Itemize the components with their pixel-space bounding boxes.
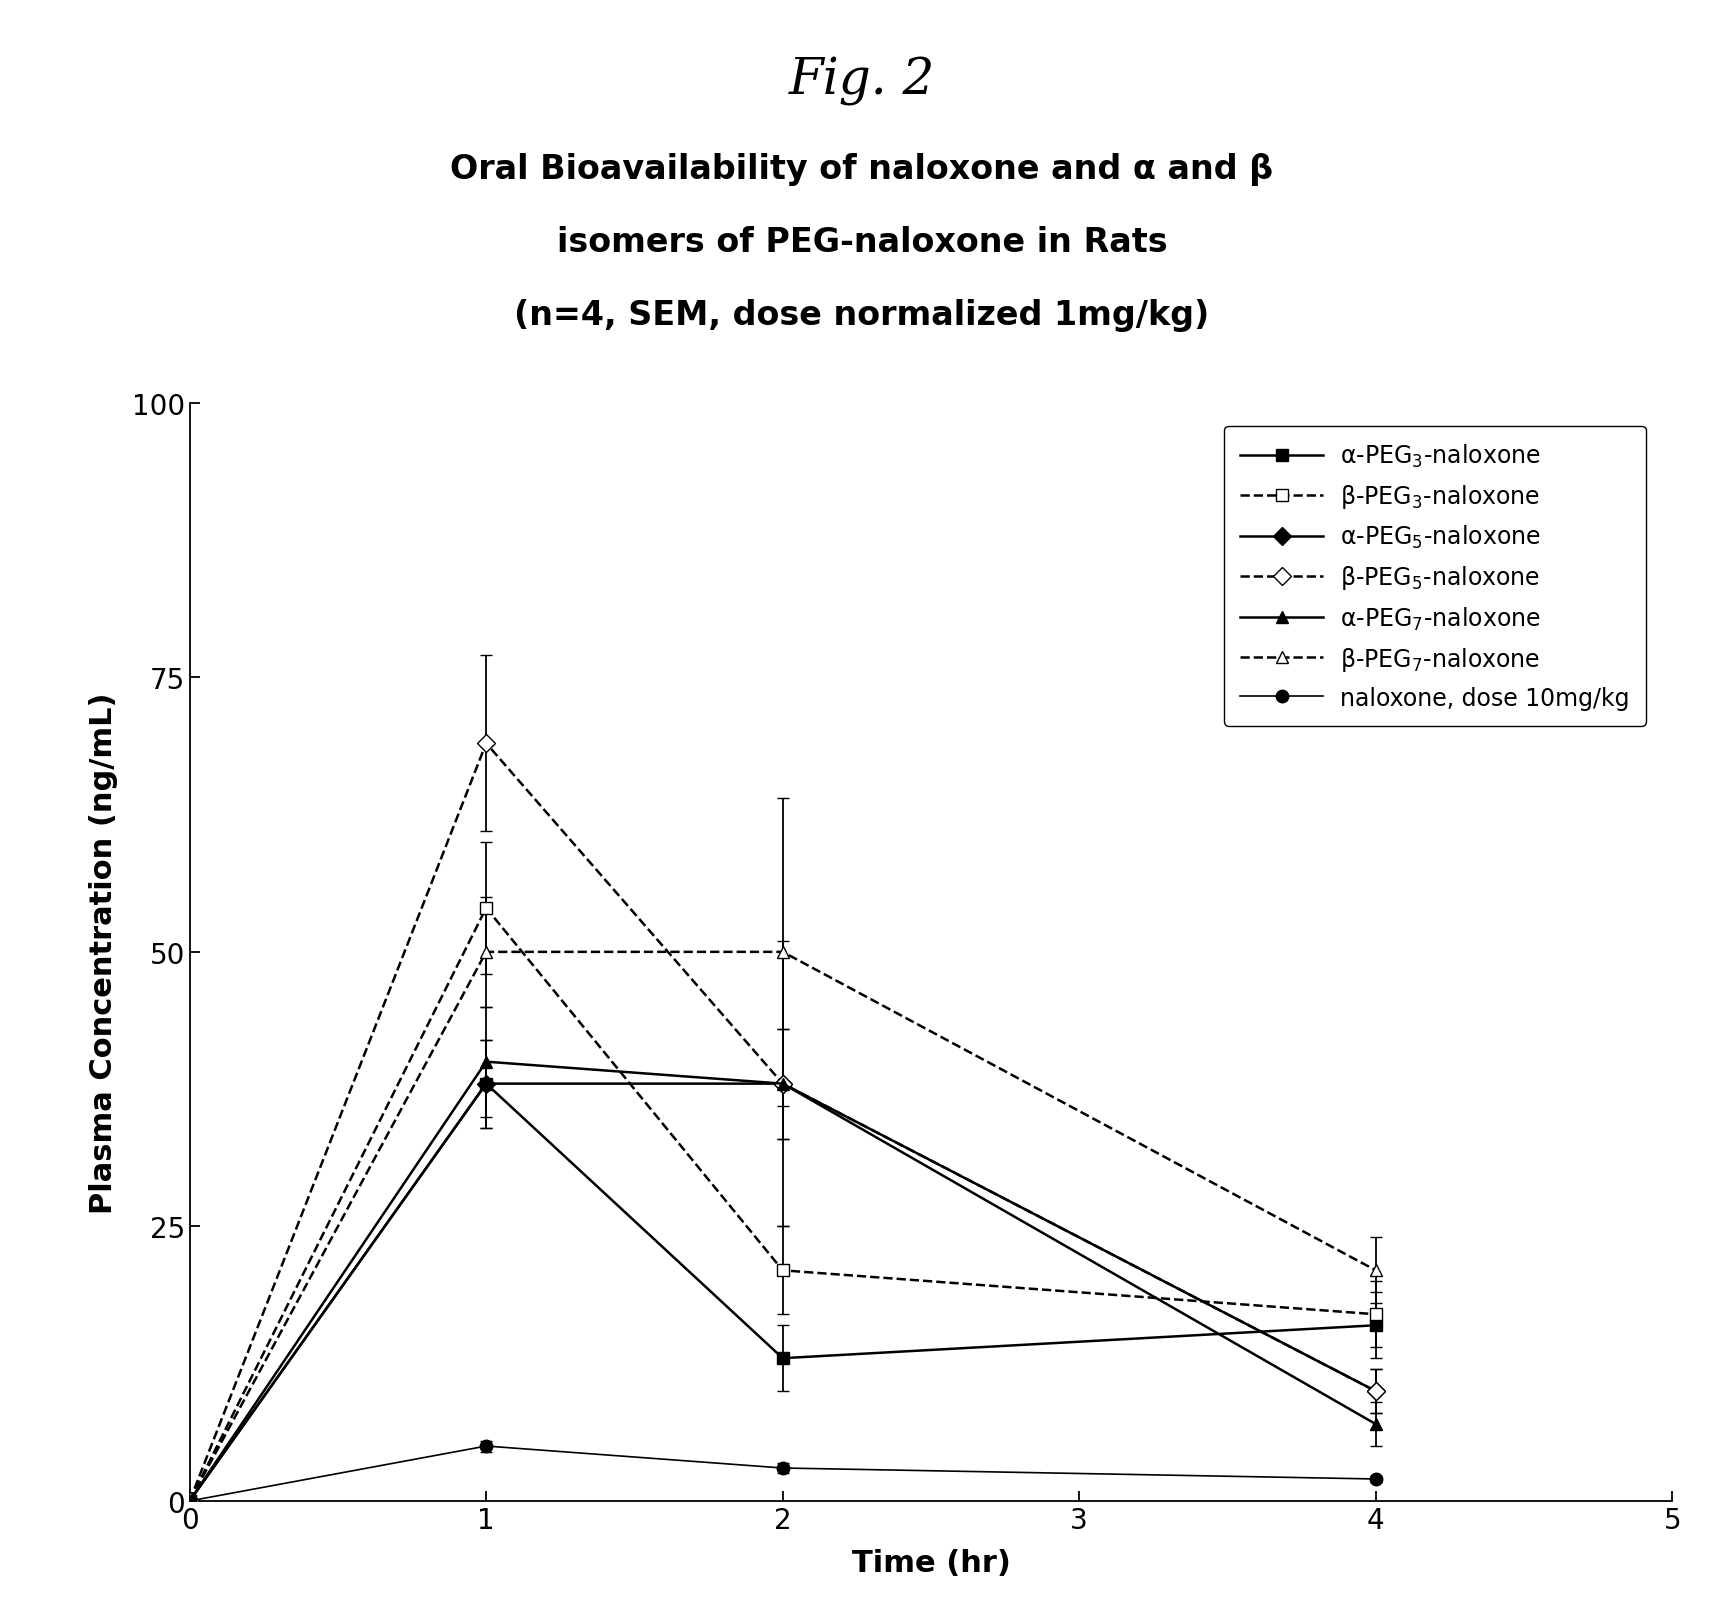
Text: (n=4, SEM, dose normalized 1mg/kg): (n=4, SEM, dose normalized 1mg/kg) (513, 299, 1210, 331)
Legend: α-PEG$_3$-naloxone, β-PEG$_3$-naloxone, α-PEG$_5$-naloxone, β-PEG$_5$-naloxone, : α-PEG$_3$-naloxone, β-PEG$_3$-naloxone, … (1223, 426, 1645, 726)
Text: isomers of PEG-naloxone in Rats: isomers of PEG-naloxone in Rats (557, 226, 1166, 258)
Text: Fig. 2: Fig. 2 (789, 56, 934, 107)
Text: Oral Bioavailability of naloxone and α and β: Oral Bioavailability of naloxone and α a… (450, 153, 1273, 186)
X-axis label: Time (hr): Time (hr) (851, 1548, 1010, 1577)
Y-axis label: Plasma Concentration (ng/mL): Plasma Concentration (ng/mL) (88, 692, 117, 1212)
